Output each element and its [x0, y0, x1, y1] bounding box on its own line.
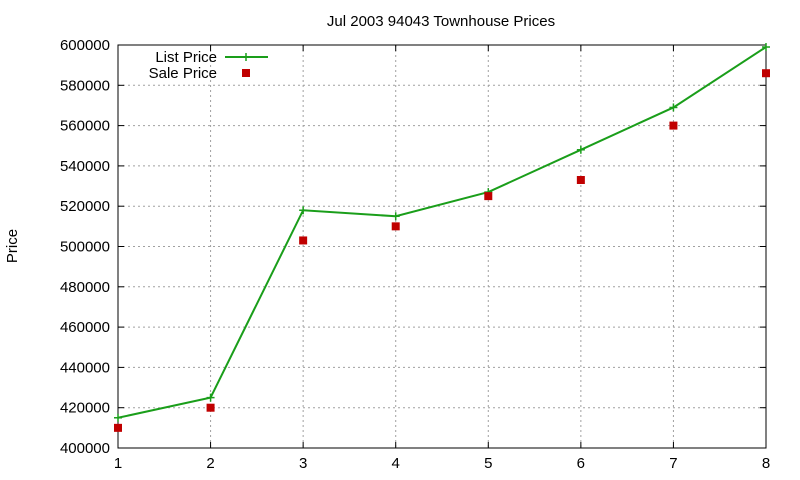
data-point [114, 423, 122, 432]
data-point [206, 393, 215, 402]
legend-marker [242, 69, 250, 77]
data-point [762, 43, 770, 52]
y-tick-label: 440000 [60, 359, 110, 376]
y-tick-label: 600000 [60, 37, 110, 54]
data-point [391, 212, 400, 221]
data-point [206, 403, 215, 412]
y-tick-label: 540000 [60, 158, 110, 175]
x-tick-label: 4 [392, 455, 400, 472]
data-point [114, 413, 122, 422]
x-tick-label: 8 [762, 455, 770, 472]
x-tick-label: 2 [206, 455, 214, 472]
data-point [576, 145, 585, 154]
chart-title: Jul 2003 94043 Townhouse Prices [327, 13, 555, 30]
x-tick-label: 1 [114, 455, 122, 472]
y-tick-label: 420000 [60, 400, 110, 417]
x-tick-label: 6 [577, 455, 585, 472]
x-tick-label: 5 [484, 455, 492, 472]
y-tick-label: 560000 [60, 118, 110, 135]
data-point [391, 222, 400, 231]
y-tick-label: 480000 [60, 279, 110, 296]
data-point [299, 236, 308, 245]
y-tick-label: 460000 [60, 319, 110, 336]
tick-layer: 1 2 3 4 5 6 7 8 400000 420000 440000 460000 480000 50… [60, 37, 770, 472]
legend-label: List Price [155, 49, 217, 66]
series-line [117, 46, 767, 419]
data-point [299, 206, 308, 215]
grid-layer [118, 45, 766, 448]
series-list-price [114, 43, 770, 422]
y-tick-label: 500000 [60, 239, 110, 256]
y-axis-label: Price [4, 229, 21, 263]
data-point [669, 121, 678, 130]
data-point [484, 192, 493, 201]
data-point [762, 69, 770, 78]
x-tick-label: 3 [299, 455, 307, 472]
y-tick-label: 580000 [60, 77, 110, 94]
data-point [669, 103, 678, 112]
series-sale-price [114, 69, 770, 432]
legend-label: Sale Price [149, 65, 217, 82]
legend-marker [242, 53, 250, 61]
y-tick-label: 400000 [60, 440, 110, 457]
data-point [576, 176, 585, 185]
series-layer [114, 43, 770, 432]
y-tick-label: 520000 [60, 198, 110, 215]
x-tick-label: 7 [669, 455, 677, 472]
